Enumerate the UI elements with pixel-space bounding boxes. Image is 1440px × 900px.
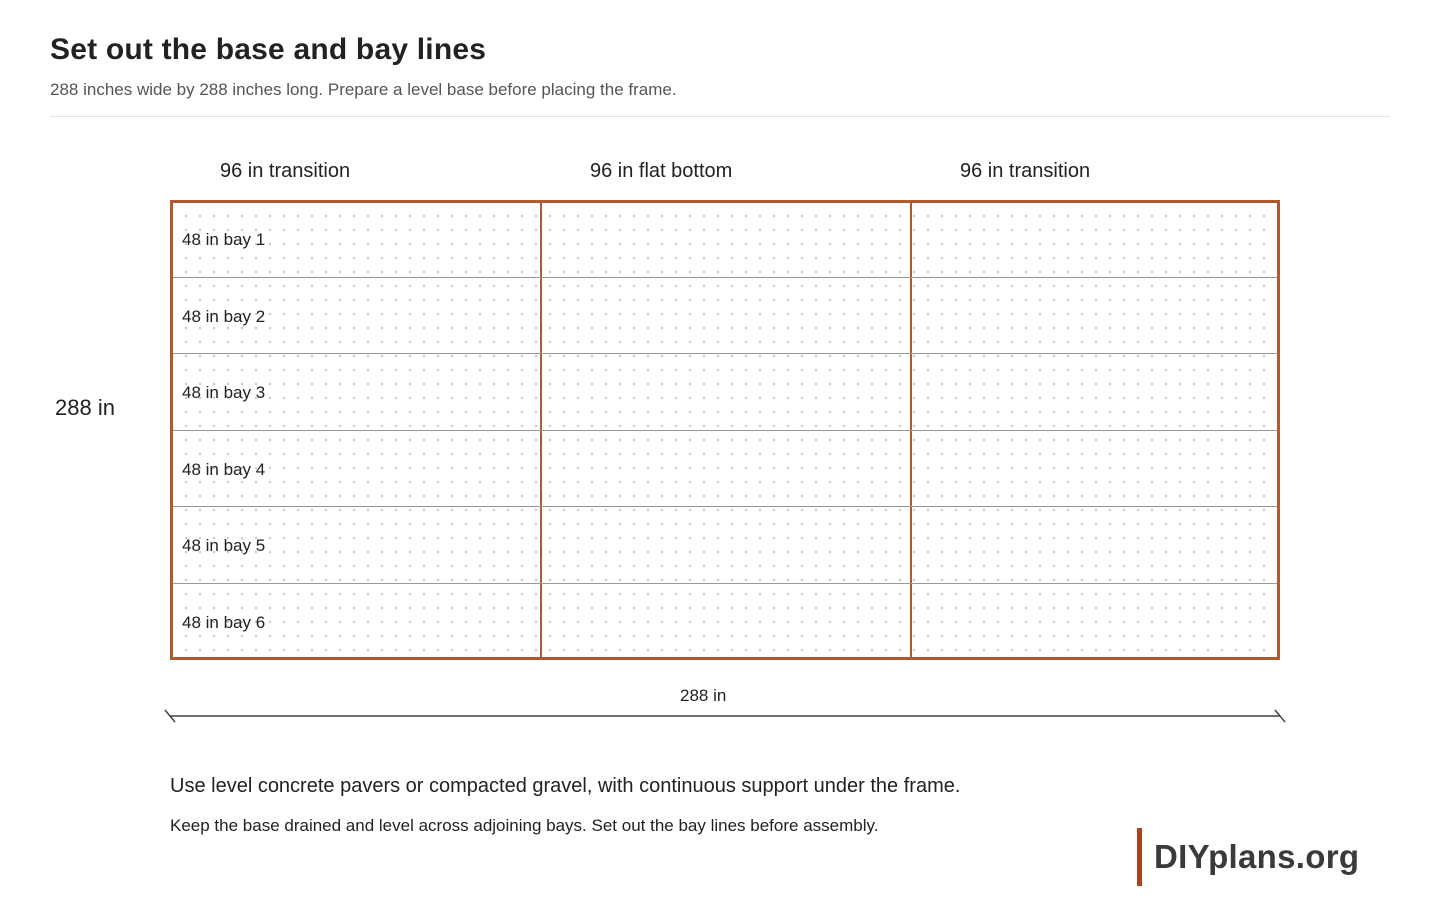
brand-logo: DIYplans.org [1137,828,1359,886]
bay-line [173,353,1277,354]
base-note: Use level concrete pavers or compacted g… [170,775,961,797]
width-dimension-line [164,709,1286,723]
page-subtitle: 288 inches wide by 288 inches long. Prep… [50,80,677,99]
page-title: Set out the base and bay lines [50,33,487,66]
header-divider [50,116,1390,117]
zone-label-center: 96 in flat bottom [590,160,733,182]
zone-label-right: 96 in transition [960,160,1091,182]
drainage-note: Keep the base drained and level across a… [170,816,879,835]
bay-line [173,430,1277,431]
bay-label-6: 48 in bay 6 [182,613,266,632]
width-dimension-label: 288 in [680,686,727,705]
bay-line [173,277,1277,278]
bay-label-3: 48 in bay 3 [182,383,266,402]
brand-name: DIYplans.org [1154,838,1360,875]
bay-label-5: 48 in bay 5 [182,536,266,555]
base-plan-grid: 48 in bay 1 48 in bay 2 48 in bay 3 48 i… [170,200,1280,660]
bay-line [173,583,1277,584]
bay-label-2: 48 in bay 2 [182,307,266,326]
bay-line [173,506,1277,507]
bay-label-4: 48 in bay 4 [182,460,266,479]
zone-label-left: 96 in transition [220,160,351,182]
length-dimension-label: 288 in [55,395,115,420]
bay-label-1: 48 in bay 1 [182,230,266,249]
